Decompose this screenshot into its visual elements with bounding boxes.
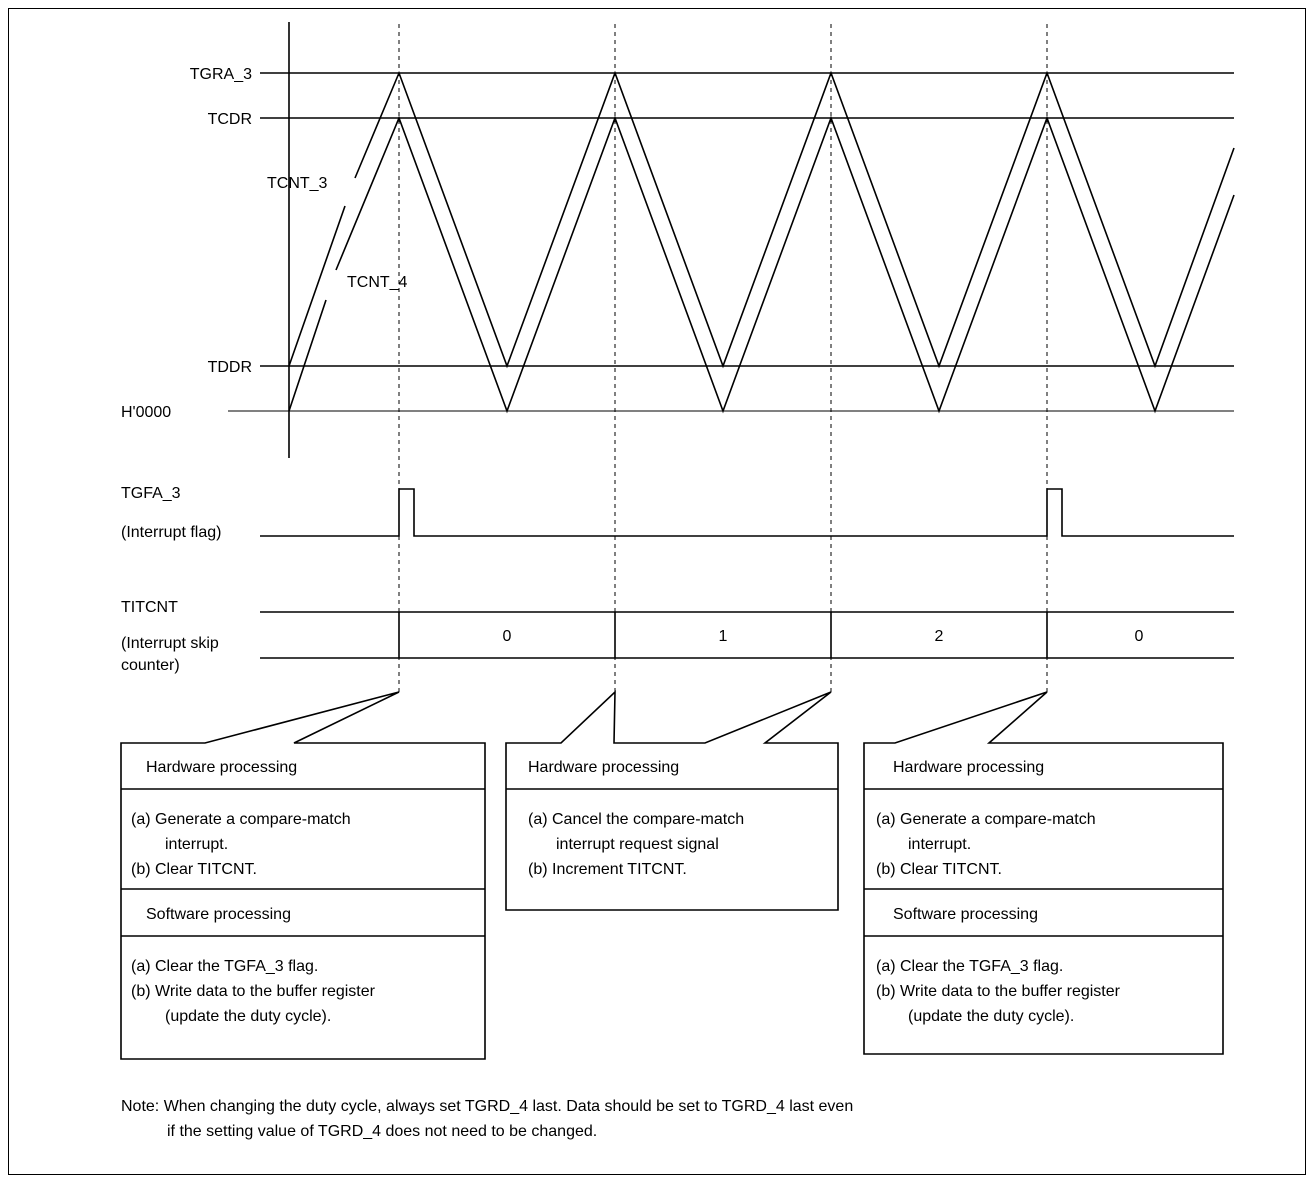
diagram-frame (8, 8, 1306, 1175)
callout-box-2 (505, 690, 839, 911)
titcnt-label: TITCNT (121, 599, 178, 616)
note-line-1: Note: When changing the duty cycle, alwa… (121, 1098, 853, 1115)
box1-hw-line: (b) Clear TITCNT. (131, 861, 257, 878)
titcnt-desc-line2: counter) (121, 657, 180, 674)
callout-box-1 (120, 691, 486, 1060)
tcdr-label: TCDR (208, 111, 252, 128)
tgfa3-desc: (Interrupt flag) (121, 524, 221, 541)
box1-sw-line: (update the duty cycle). (165, 1008, 331, 1025)
tgra3-label: TGRA_3 (190, 66, 252, 83)
box3-sw-line: (b) Write data to the buffer register (876, 983, 1121, 1000)
box1-hw-line: interrupt. (165, 836, 228, 853)
box1-hw-title: Hardware processing (146, 759, 297, 776)
titcnt-desc-line1: (Interrupt skip (121, 635, 219, 652)
tcnt3-waveform (288, 205, 346, 367)
box3-hw-title: Hardware processing (893, 759, 1044, 776)
box3-hw-line: interrupt. (908, 836, 971, 853)
note-line-2: if the setting value of TGRD_4 does not … (167, 1123, 597, 1140)
tgfa3-label: TGFA_3 (121, 485, 181, 502)
box1-sw-title: Software processing (146, 906, 291, 923)
tgfa3-flag-waveform (260, 488, 1234, 537)
box2-hw-title: Hardware processing (528, 759, 679, 776)
box3-sw-line: (update the duty cycle). (908, 1008, 1074, 1025)
box3-sw-title: Software processing (893, 906, 1038, 923)
zero-label: H'0000 (121, 404, 171, 421)
titcnt-value-4: 0 (1135, 628, 1144, 645)
box3-hw-line: (a) Generate a compare-match (876, 811, 1096, 828)
tddr-label: TDDR (208, 359, 252, 376)
box1-sw-line: (a) Clear the TGFA_3 flag. (131, 958, 318, 975)
titcnt-value-2: 1 (719, 628, 728, 645)
tcnt3-label: TCNT_3 (267, 175, 328, 192)
titcnt-value-3: 2 (935, 628, 944, 645)
box2-hw-line: interrupt request signal (556, 836, 719, 853)
box3-sw-line: (a) Clear the TGFA_3 flag. (876, 958, 1063, 975)
callout-box-3 (863, 691, 1224, 1055)
box2-hw-line: (a) Cancel the compare-match (528, 811, 744, 828)
box1-sw-line: (b) Write data to the buffer register (131, 983, 376, 1000)
box3-hw-line: (b) Clear TITCNT. (876, 861, 1002, 878)
tcnt4-waveform (288, 299, 327, 412)
box1-hw-line: (a) Generate a compare-match (131, 811, 351, 828)
titcnt-value-1: 0 (503, 628, 512, 645)
box2-hw-line: (b) Increment TITCNT. (528, 861, 687, 878)
tcnt4-label: TCNT_4 (347, 274, 408, 291)
tcnt3-waveform-cont (354, 70, 1235, 369)
tcnt4-waveform-cont (335, 115, 1235, 414)
